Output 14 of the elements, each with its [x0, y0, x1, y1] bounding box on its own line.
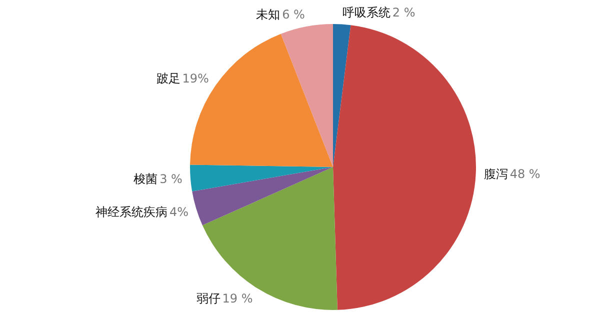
slice-label: 未知	[256, 8, 280, 22]
slice-label: 呼吸系统	[342, 5, 390, 20]
data-label: 48 %	[510, 167, 540, 182]
data-label: 19%	[182, 72, 209, 86]
slice-label: 跛足	[156, 72, 180, 86]
slice-label: 弱仔	[196, 291, 220, 306]
data-label: 19 %	[222, 291, 253, 306]
slice-label: 神经系统疾病	[96, 205, 168, 220]
slice-label: 腹泻	[484, 167, 508, 182]
data-label: 4%	[170, 205, 189, 220]
data-label: 2 %	[392, 5, 416, 20]
data-label: 6 %	[282, 8, 305, 22]
slice-label: 梭菌	[134, 172, 158, 186]
data-label: 3 %	[160, 172, 182, 186]
